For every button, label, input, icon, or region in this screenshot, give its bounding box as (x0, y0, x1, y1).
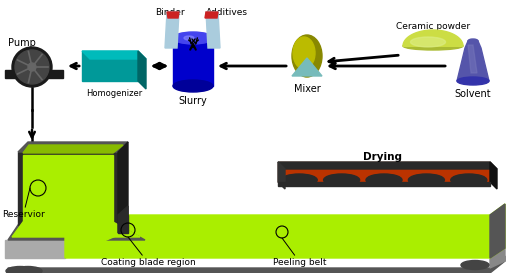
Bar (173, 38, 213, 86)
Polygon shape (18, 142, 128, 152)
Text: Ceramic powder: Ceramic powder (396, 22, 470, 31)
Polygon shape (65, 215, 118, 258)
Bar (5, 70, 63, 78)
Polygon shape (118, 206, 128, 233)
Ellipse shape (293, 37, 315, 69)
Ellipse shape (408, 174, 444, 186)
Text: Coating blade region: Coating blade region (100, 237, 195, 267)
Polygon shape (165, 12, 179, 48)
Polygon shape (292, 58, 322, 76)
Ellipse shape (173, 32, 213, 44)
Polygon shape (118, 142, 128, 225)
Text: Slurry: Slurry (179, 96, 208, 106)
Polygon shape (403, 30, 463, 46)
Polygon shape (65, 204, 505, 258)
Text: Mixer: Mixer (294, 84, 320, 94)
Ellipse shape (184, 36, 194, 40)
Text: Homogenizer: Homogenizer (86, 89, 142, 98)
Polygon shape (278, 162, 497, 169)
Ellipse shape (323, 174, 359, 186)
Bar (278, 162, 490, 182)
Polygon shape (23, 155, 113, 222)
Polygon shape (468, 45, 477, 73)
Polygon shape (8, 225, 145, 240)
Circle shape (28, 63, 36, 71)
Polygon shape (278, 182, 490, 186)
Ellipse shape (292, 35, 322, 77)
Polygon shape (5, 240, 65, 258)
Polygon shape (490, 162, 497, 189)
Polygon shape (167, 12, 179, 18)
Ellipse shape (410, 37, 445, 47)
Polygon shape (18, 152, 118, 225)
Polygon shape (490, 248, 505, 268)
Polygon shape (23, 145, 123, 153)
Circle shape (12, 47, 52, 87)
Ellipse shape (403, 42, 463, 50)
Text: Solvent: Solvent (455, 89, 491, 99)
Bar (82, 51, 138, 81)
Ellipse shape (461, 260, 489, 269)
Ellipse shape (6, 266, 34, 273)
Circle shape (15, 50, 49, 84)
Ellipse shape (14, 266, 42, 273)
Polygon shape (205, 12, 218, 18)
Ellipse shape (173, 80, 213, 92)
Polygon shape (457, 41, 489, 81)
Polygon shape (8, 256, 505, 273)
Polygon shape (138, 51, 146, 89)
Polygon shape (118, 215, 128, 233)
Text: Binder: Binder (155, 8, 185, 17)
Polygon shape (206, 12, 220, 48)
Polygon shape (278, 162, 285, 189)
Text: Additives: Additives (206, 8, 248, 17)
Polygon shape (82, 51, 146, 59)
Text: Pump: Pump (8, 38, 36, 48)
Text: Peeling belt: Peeling belt (273, 238, 327, 267)
Ellipse shape (451, 174, 487, 186)
Ellipse shape (281, 174, 317, 186)
Ellipse shape (366, 174, 402, 186)
Polygon shape (12, 222, 140, 237)
Polygon shape (490, 204, 505, 258)
Text: Drying: Drying (364, 152, 403, 162)
Ellipse shape (468, 39, 478, 43)
Ellipse shape (457, 77, 489, 85)
Text: Reservior: Reservior (2, 188, 45, 219)
